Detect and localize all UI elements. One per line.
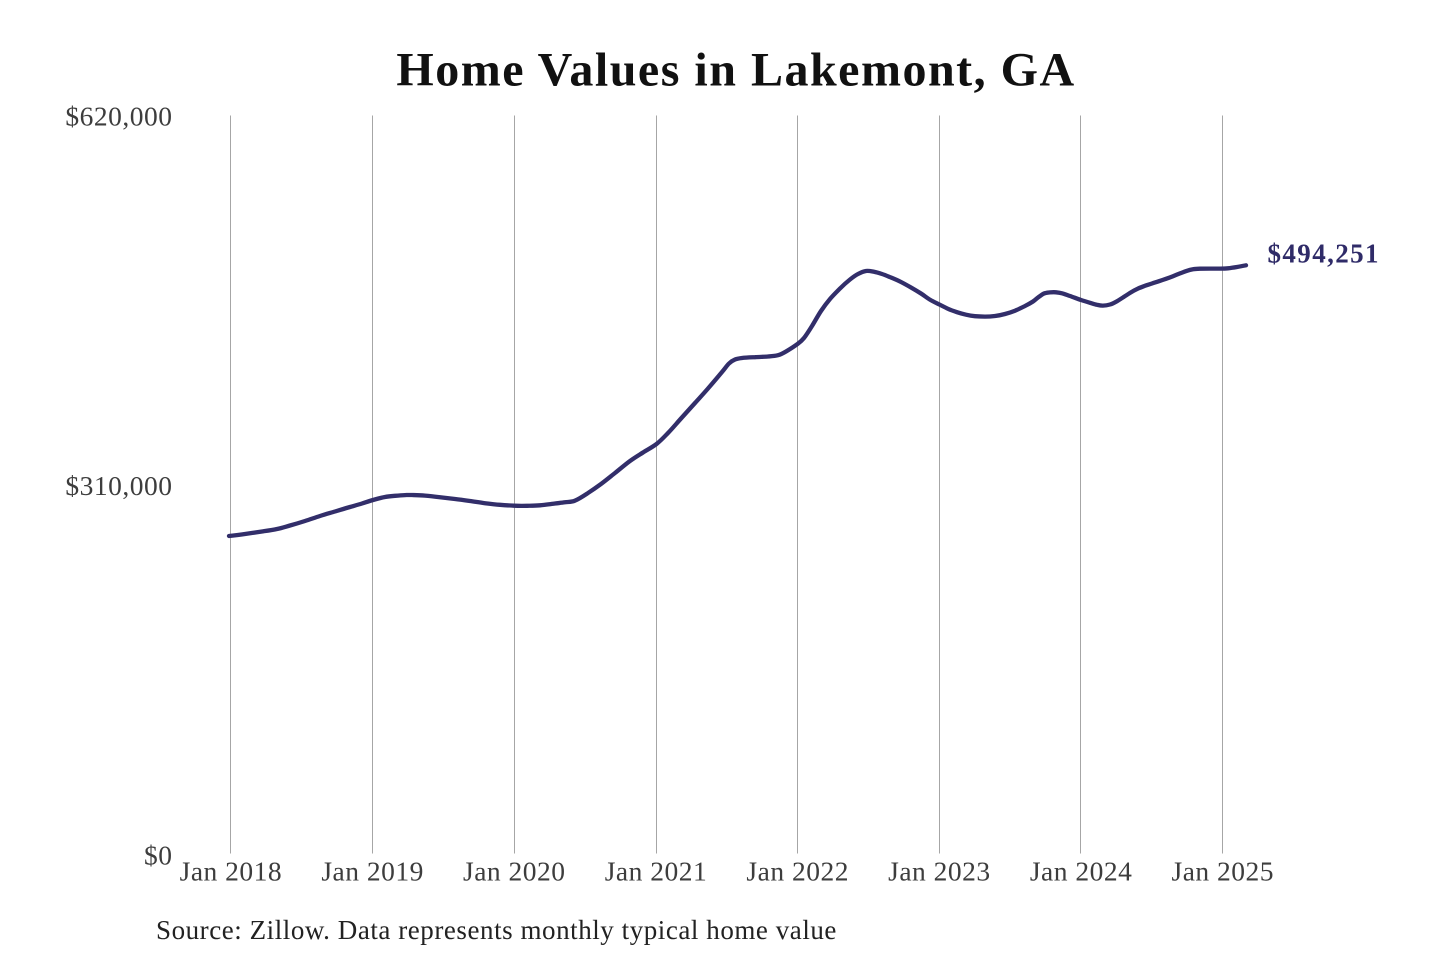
svg-text:Jan 2022: Jan 2022 (746, 856, 849, 887)
svg-text:Jan 2020: Jan 2020 (463, 856, 566, 887)
svg-text:$494,251: $494,251 (1268, 239, 1380, 269)
svg-text:Jan 2025: Jan 2025 (1172, 856, 1275, 887)
svg-text:$310,000: $310,000 (65, 470, 172, 501)
svg-text:Jan 2024: Jan 2024 (1030, 856, 1133, 887)
svg-text:$0: $0 (144, 839, 173, 870)
svg-text:Jan 2019: Jan 2019 (321, 856, 424, 887)
svg-text:Jan 2018: Jan 2018 (180, 856, 283, 887)
svg-text:Jan 2023: Jan 2023 (888, 856, 991, 887)
svg-text:Home Values in Lakemont, GA: Home Values in Lakemont, GA (396, 44, 1075, 97)
svg-text:Source: Zillow. Data represent: Source: Zillow. Data represents monthly … (156, 915, 837, 945)
svg-text:Jan 2021: Jan 2021 (605, 856, 708, 887)
svg-text:$620,000: $620,000 (65, 100, 172, 131)
